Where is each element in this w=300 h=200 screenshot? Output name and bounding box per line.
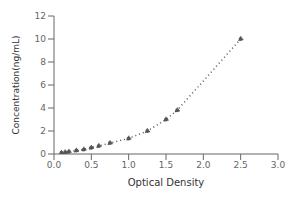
svg-text:2: 2 [40,126,46,136]
svg-text:0: 0 [40,149,46,159]
svg-text:0.0: 0.0 [47,160,62,170]
svg-text:12: 12 [35,11,46,21]
svg-text:10: 10 [35,34,47,44]
svg-text:6: 6 [40,80,46,90]
svg-text:3.0: 3.0 [271,160,286,170]
svg-text:Concentration(ng/mL): Concentration(ng/mL) [11,36,21,135]
svg-text:2.5: 2.5 [234,160,248,170]
svg-text:2.0: 2.0 [196,160,211,170]
svg-text:1.0: 1.0 [122,160,137,170]
svg-text:Optical Density: Optical Density [128,177,205,188]
svg-text:1.5: 1.5 [159,160,173,170]
svg-text:4: 4 [40,103,46,113]
svg-text:8: 8 [40,57,46,67]
svg-text:0.5: 0.5 [84,160,98,170]
